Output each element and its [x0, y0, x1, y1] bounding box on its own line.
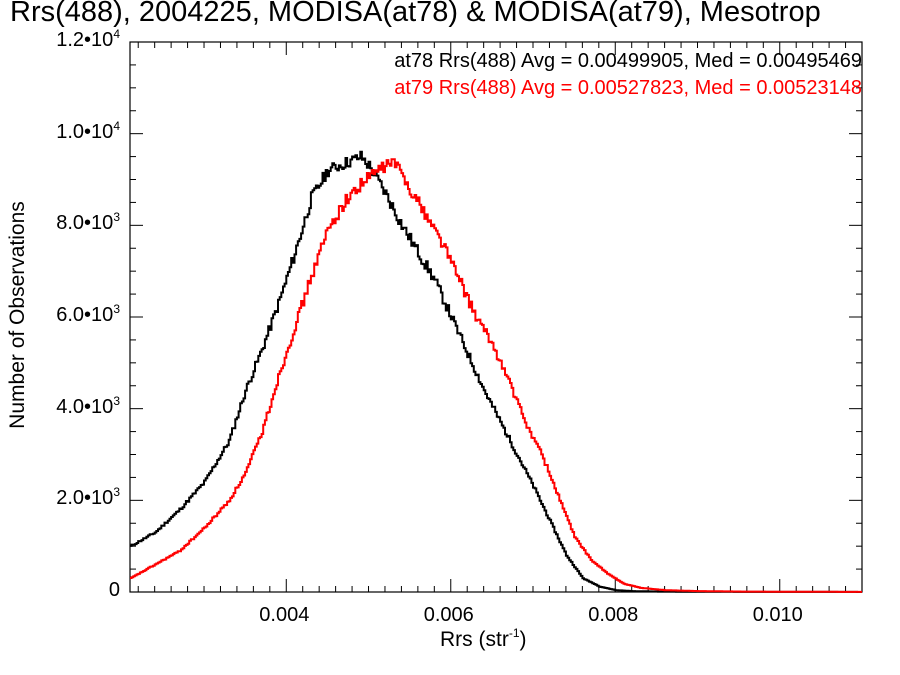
series-line-at79 — [130, 158, 862, 593]
x-tick-label: 0.008 — [588, 604, 639, 626]
x-tick-label: 0.004 — [259, 604, 310, 626]
y-tick-label: 1.0•104 — [0, 118, 120, 144]
y-tick-label-mantissa: 4.0•10 — [56, 395, 114, 418]
y-tick-label: 0 — [0, 579, 120, 602]
x-tick-label: 0.010 — [752, 604, 803, 626]
y-tick-label: 1.2•104 — [0, 27, 120, 52]
y-tick-label: 4.0•103 — [0, 393, 120, 419]
axes-group — [129, 41, 863, 593]
x-axis-label: Rrs (str-1) — [440, 626, 527, 652]
y-tick-label-mantissa: 1.2•10 — [56, 29, 114, 51]
plot-frame — [129, 41, 863, 593]
y-tick-label: 2.0•103 — [0, 485, 120, 510]
chart-title: Rrs(488), 2004225, MODISA(at78) & MODISA… — [10, 0, 821, 28]
y-tick-label: 6.0•103 — [0, 302, 120, 327]
y-tick-label-exponent: 4 — [113, 27, 120, 41]
x-axis-label-close: ) — [519, 628, 527, 651]
legend-at79: at79 Rrs(488) Avg = 0.00527823, Med = 0.… — [394, 77, 862, 99]
y-tick-label-exponent: 3 — [113, 302, 120, 316]
x-tick-label: 0.006 — [423, 604, 474, 626]
x-axis-label-sup: -1 — [508, 626, 520, 640]
y-tick-label-mantissa: 6.0•10 — [56, 304, 114, 326]
y-tick-label-mantissa: 8.0•10 — [56, 212, 114, 235]
y-tick-label: 8.0•103 — [0, 210, 120, 235]
series-group — [130, 150, 862, 593]
y-tick-label-mantissa: 0 — [108, 579, 120, 601]
x-axis-label-text: Rrs (str — [440, 628, 509, 651]
series-line-at78 — [130, 150, 862, 593]
legend-at78: at78 Rrs(488) Avg = 0.00499905, Med = 0.… — [394, 50, 862, 72]
y-tick-label-mantissa: 2.0•10 — [56, 487, 114, 510]
y-tick-label-exponent: 3 — [113, 485, 120, 500]
y-tick-label-exponent: 4 — [113, 118, 120, 133]
y-tick-label-exponent: 3 — [113, 210, 120, 225]
y-tick-label-exponent: 3 — [113, 393, 120, 408]
y-tick-label-mantissa: 1.0•10 — [56, 120, 114, 143]
